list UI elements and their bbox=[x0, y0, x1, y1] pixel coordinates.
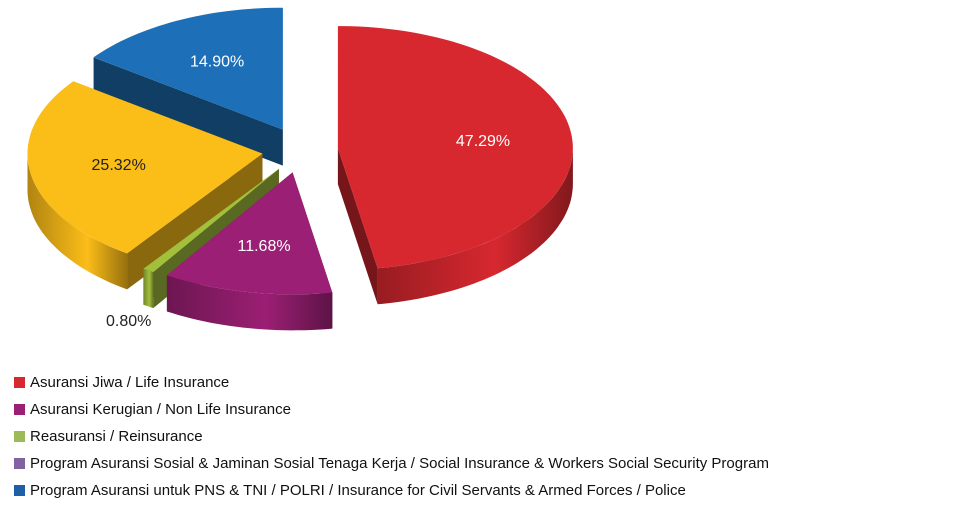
legend-swatch bbox=[14, 377, 25, 388]
slice bbox=[337, 26, 573, 305]
slice-side bbox=[166, 275, 333, 331]
slice-wall bbox=[337, 148, 378, 305]
slice bbox=[27, 81, 263, 290]
legend-label: Asuransi Kerugian / Non Life Insurance bbox=[30, 401, 291, 418]
slice-wall bbox=[93, 57, 283, 166]
slice bbox=[93, 7, 283, 166]
legend-label: Asuransi Jiwa / Life Insurance bbox=[30, 374, 229, 391]
slice-side bbox=[377, 148, 573, 305]
data-label: 11.68% bbox=[238, 238, 291, 255]
legend-label: Program Asuransi untuk PNS & TNI / POLRI… bbox=[30, 482, 686, 499]
data-label: 25.32% bbox=[92, 157, 146, 174]
legend-swatch bbox=[14, 404, 25, 415]
slice-top bbox=[27, 81, 263, 254]
slice-top bbox=[143, 168, 279, 273]
legend-swatch bbox=[14, 485, 25, 496]
legend-swatch bbox=[14, 458, 25, 469]
slice-side bbox=[143, 268, 154, 309]
data-label: 47.29% bbox=[456, 133, 510, 150]
slice-top bbox=[337, 26, 573, 269]
slice-top bbox=[93, 7, 283, 130]
slice bbox=[166, 172, 333, 331]
data-label: 14.90% bbox=[190, 53, 244, 70]
slice-side bbox=[27, 153, 128, 290]
data-label: 0.80% bbox=[106, 313, 151, 330]
legend-label: Reasuransi / Reinsurance bbox=[30, 428, 203, 445]
slice-top bbox=[166, 172, 333, 295]
legend-swatch bbox=[14, 431, 25, 442]
slice-wall bbox=[127, 153, 263, 290]
legend-label: Program Asuransi Sosial & Jaminan Sosial… bbox=[30, 455, 769, 472]
